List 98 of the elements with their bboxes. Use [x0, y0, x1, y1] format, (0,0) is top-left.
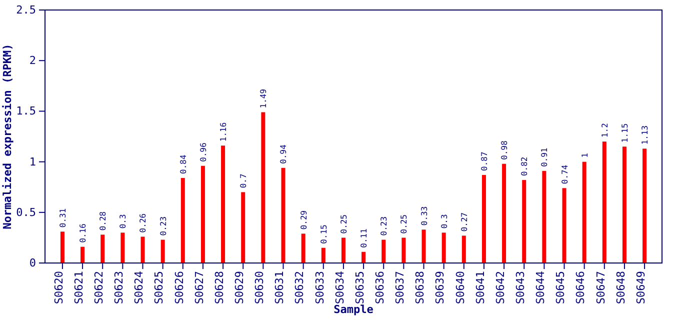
data-label: 0.23 [380, 216, 389, 236]
x-tick-label: S0640 [454, 271, 467, 304]
data-label: 0.33 [420, 206, 429, 226]
data-label: 0.11 [360, 228, 369, 248]
x-tick-label: S0623 [112, 271, 126, 304]
bar [261, 112, 266, 263]
bar [120, 232, 125, 263]
x-tick-label: S0625 [152, 271, 166, 304]
bar [522, 180, 526, 263]
x-tick-label: S0636 [373, 271, 386, 304]
data-label: 0.16 [78, 223, 88, 243]
data-label: 0.82 [520, 156, 530, 176]
x-tick-label: S0642 [494, 271, 507, 304]
bar [200, 166, 205, 263]
bar [542, 170, 546, 263]
x-tick-label: S0622 [92, 271, 106, 304]
data-label: 0.87 [480, 152, 489, 171]
data-label: 0.29 [299, 210, 308, 230]
x-tick-label: S0632 [293, 271, 306, 304]
bar [321, 248, 326, 263]
bar [100, 234, 105, 263]
data-label: 0.94 [279, 144, 288, 164]
bar [341, 238, 346, 263]
bar [281, 168, 286, 263]
bar [140, 236, 145, 263]
x-tick-label: S0637 [394, 271, 407, 304]
bar [362, 252, 366, 263]
y-axis-title: Normalized expression (RPKM) [1, 44, 14, 230]
bar [60, 232, 64, 263]
x-tick-label: S0639 [434, 271, 447, 304]
data-label: 0.98 [500, 140, 510, 160]
bar [562, 188, 566, 263]
bar [221, 146, 226, 263]
data-label: 1.16 [219, 122, 228, 142]
y-tick-label: 0 [29, 256, 36, 270]
data-label: 0.3 [440, 214, 449, 229]
x-tick-label: S0644 [534, 270, 548, 304]
data-label: 1 [580, 152, 590, 158]
x-tick-label: S0634 [333, 270, 346, 304]
data-label: 0.15 [319, 224, 328, 244]
x-tick-label: S0629 [232, 271, 246, 304]
x-tick-label: S0648 [614, 271, 628, 304]
bar [241, 192, 246, 263]
data-label: 1.49 [259, 88, 268, 108]
x-tick-label: S0646 [574, 271, 588, 304]
x-tick-label: S0626 [172, 271, 186, 304]
x-tick-label: S0643 [514, 271, 527, 304]
x-tick-label: S0628 [212, 271, 226, 304]
data-label: 0.84 [178, 154, 188, 174]
bar [422, 230, 426, 263]
x-tick-label: S0627 [192, 271, 206, 304]
data-label: 0.27 [460, 212, 469, 232]
bar [180, 178, 185, 263]
data-label: 1.2 [600, 122, 610, 138]
data-label: 0.74 [560, 164, 570, 184]
data-label: 0.25 [339, 214, 348, 234]
bar [442, 232, 446, 263]
bar [160, 240, 165, 263]
x-tick-label: S0647 [594, 271, 608, 304]
bar [602, 142, 606, 263]
bar [462, 236, 466, 263]
x-tick-label: S0624 [132, 270, 146, 304]
y-tick-label: 2 [29, 54, 36, 68]
bar [382, 240, 386, 263]
x-tick-label: S0649 [634, 271, 648, 304]
bar [482, 174, 486, 263]
data-label: 0.26 [138, 213, 148, 233]
data-label: 1.15 [620, 123, 630, 143]
bar [622, 146, 626, 263]
data-label: 0.28 [98, 211, 108, 231]
bar [301, 234, 306, 263]
x-axis-title: Sample [334, 303, 374, 316]
x-tick-label: S0631 [273, 271, 286, 304]
data-label: 0.96 [198, 142, 208, 162]
data-label: 0.31 [58, 208, 68, 228]
x-tick-label: S0621 [72, 271, 86, 304]
data-label: 1.13 [640, 125, 650, 145]
x-tick-label: S0635 [353, 271, 366, 304]
bar [582, 162, 586, 263]
x-tick-label: S0633 [313, 271, 326, 304]
y-tick-label: 2.5 [16, 4, 36, 17]
x-tick-label: S0638 [414, 271, 427, 304]
data-label: 0.7 [239, 174, 248, 188]
x-tick-label: S0641 [474, 271, 487, 304]
x-tick-label: S0645 [554, 271, 568, 304]
bar [80, 246, 85, 263]
data-label: 0.25 [400, 214, 409, 234]
x-tick-label: S0620 [52, 271, 66, 304]
y-tick-label: 1 [29, 155, 36, 168]
bar [402, 238, 406, 263]
y-tick-label: 1.5 [16, 104, 36, 118]
y-tick-label: 0.5 [16, 206, 36, 219]
bar [642, 148, 647, 263]
x-tick-label: S0630 [253, 271, 266, 304]
data-label: 0.91 [540, 147, 550, 167]
data-label: 0.3 [118, 214, 128, 229]
data-label: 0.23 [158, 216, 168, 236]
bar [502, 164, 506, 263]
